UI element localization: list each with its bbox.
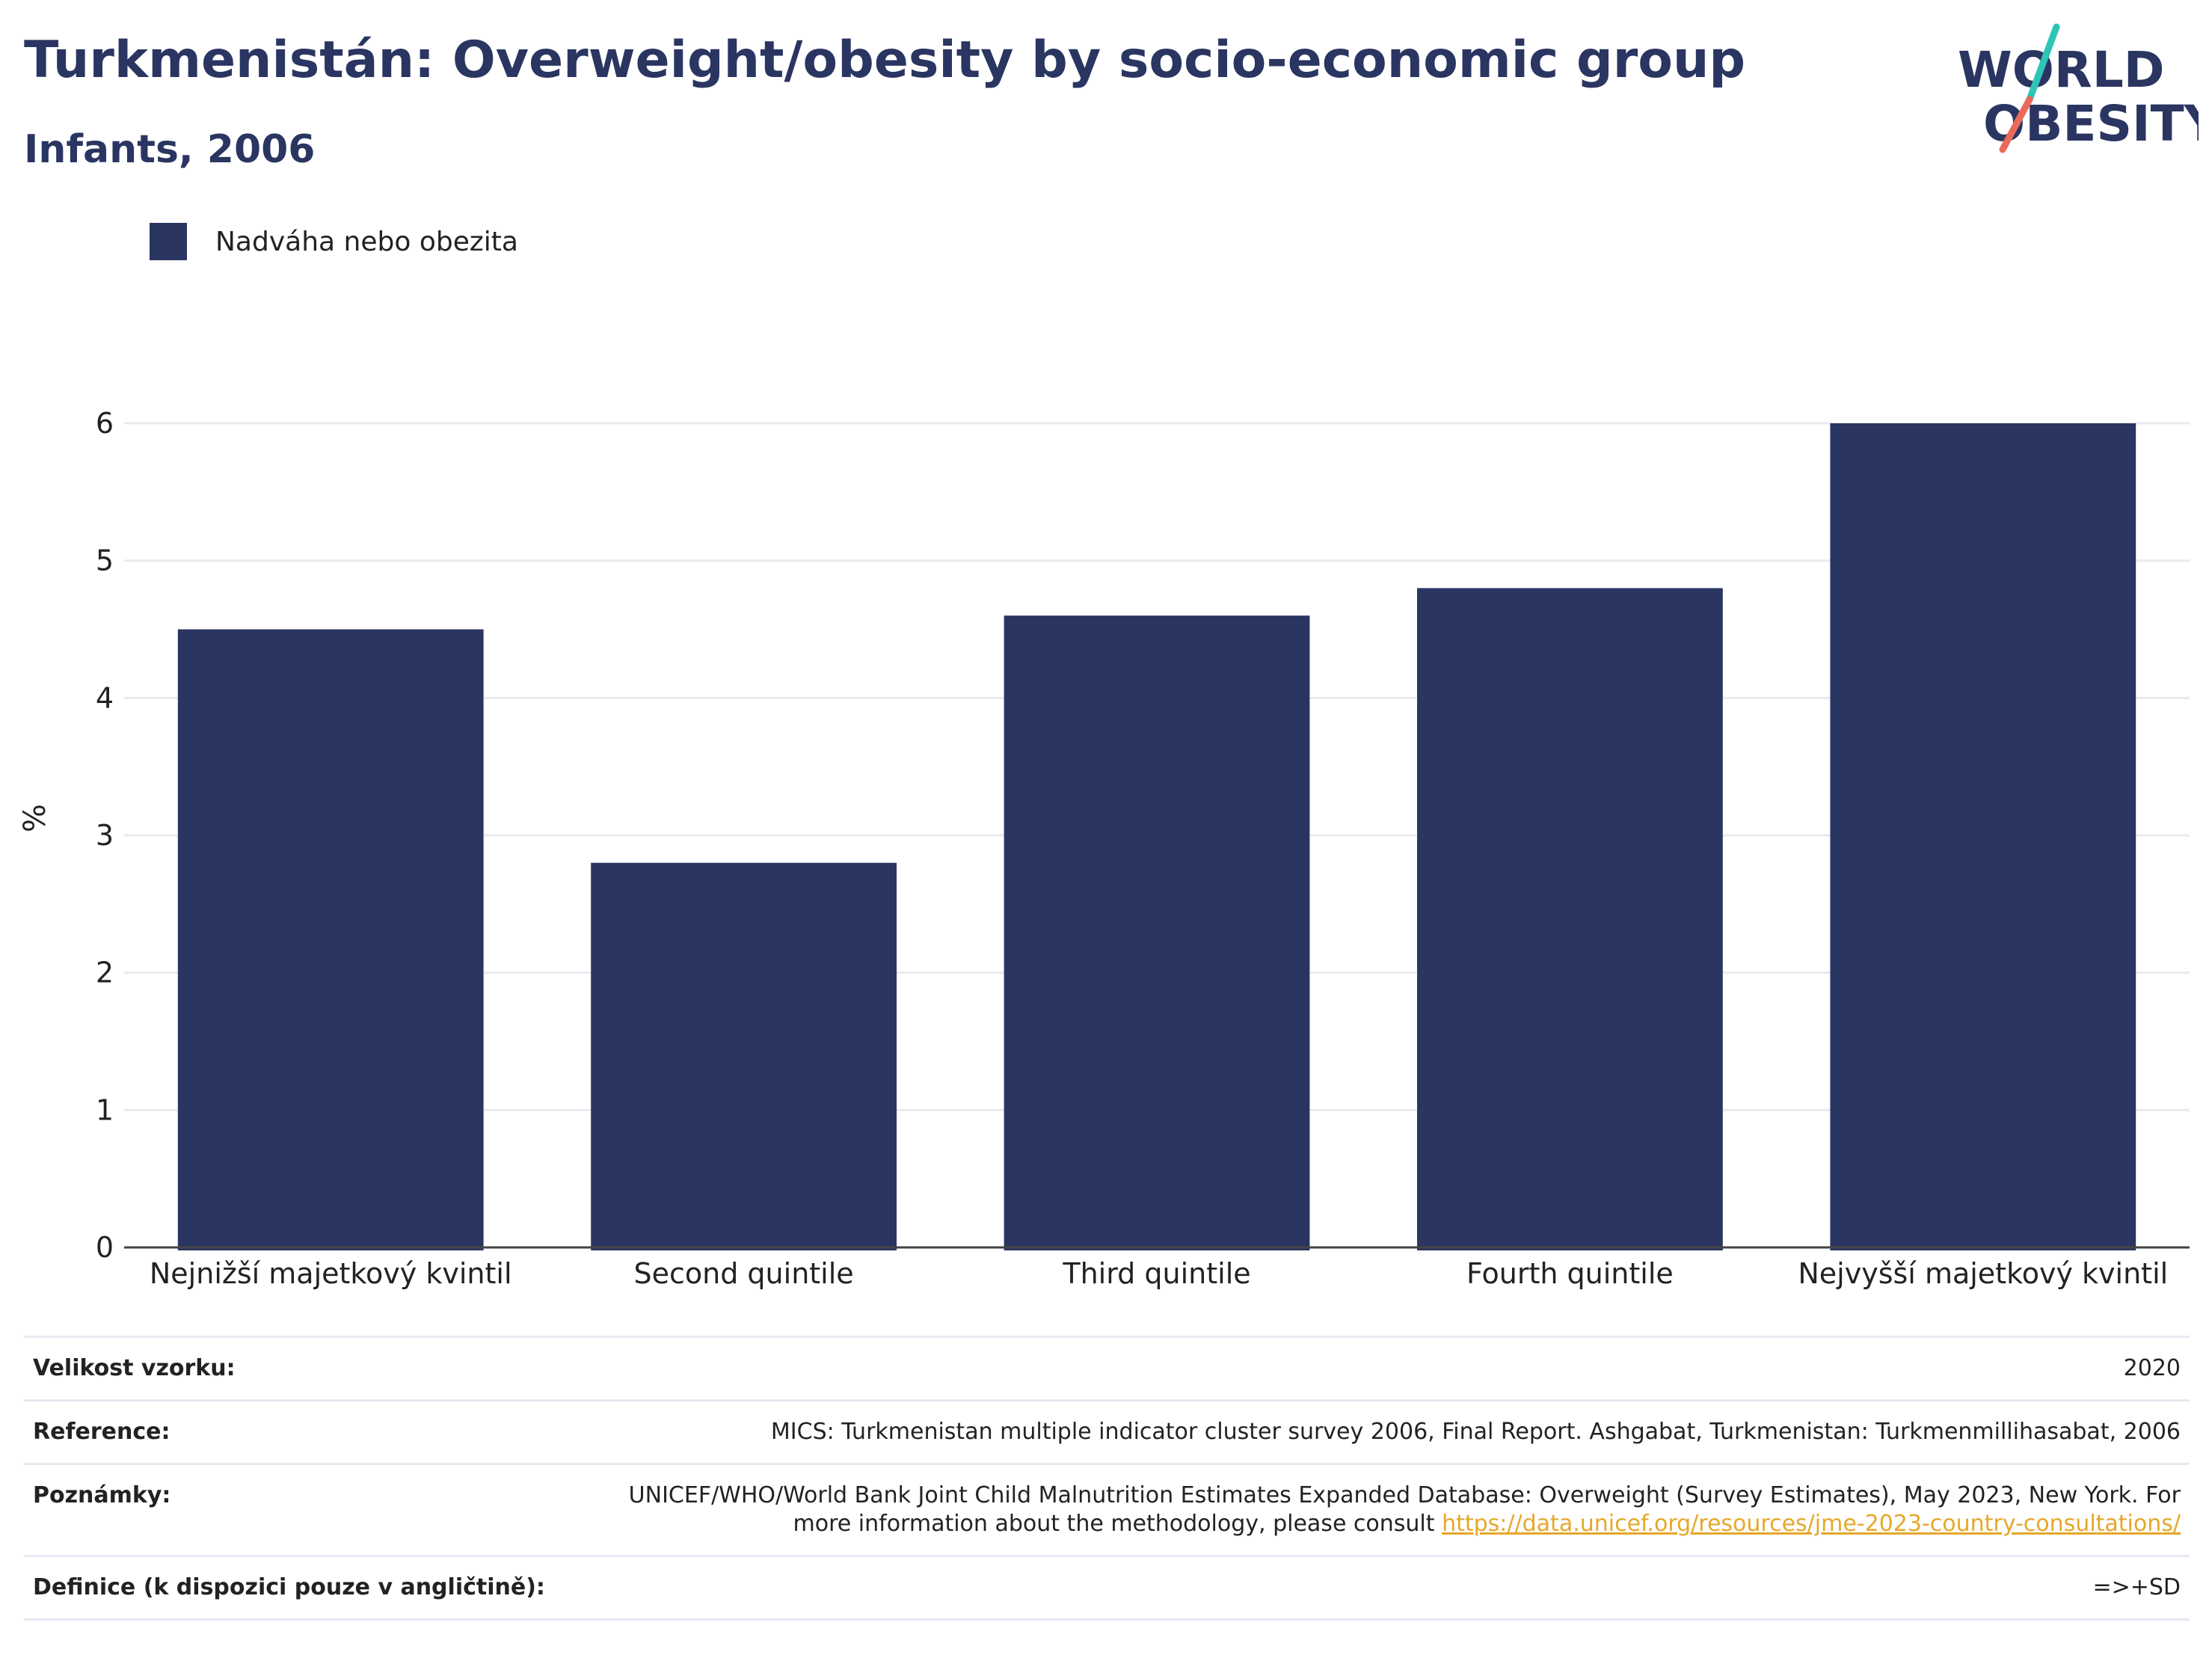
bar	[591, 862, 897, 1250]
y-tick-label: 4	[96, 681, 114, 714]
logo-slash-top	[2026, 23, 2060, 103]
notes-value: UNICEF/WHO/World Bank Joint Child Malnut…	[610, 1463, 2190, 1557]
definition-label: Definice (k dispozici pouze v angličtině…	[24, 1555, 610, 1621]
y-tick-labels: 0 1 2 3 4 5 6	[96, 407, 114, 1264]
y-tick-label: 5	[96, 544, 114, 577]
bar-chart: 0 1 2 3 4 5 6 Nejnižší majetkový kvintil Second…	[18, 407, 2190, 1290]
legend-label: Nadváha nebo obezita	[215, 226, 518, 257]
reference-row: Reference: MICS: Turkmenistan multiple i…	[24, 1399, 2190, 1465]
bar	[1830, 423, 2136, 1250]
definition-row: Definice (k dispozici pouze v angličtině…	[24, 1555, 2190, 1621]
x-tick-label: Third quintile	[1062, 1257, 1250, 1290]
sample-size-value: 2020	[610, 1336, 2190, 1401]
bar	[1004, 615, 1310, 1250]
chart-subtitle: Infants, 2006	[24, 127, 316, 172]
bar	[1417, 588, 1723, 1250]
bar	[177, 629, 484, 1250]
bars	[177, 423, 2136, 1250]
notes-label: Poznámky:	[24, 1463, 610, 1557]
reference-value: MICS: Turkmenistan multiple indicator cl…	[610, 1399, 2190, 1465]
info-table: Velikost vzorku: 2020 Reference: MICS: T…	[24, 1336, 2190, 1621]
sample-size-row: Velikost vzorku: 2020	[24, 1336, 2190, 1401]
y-axis-title: %	[18, 804, 52, 832]
world-obesity-logo: WORLD OBESITY	[1958, 23, 2199, 153]
reference-label: Reference:	[24, 1399, 610, 1465]
methodology-link[interactable]: https://data.unicef.org/resources/jme-20…	[1442, 1511, 2181, 1537]
y-tick-label: 3	[96, 819, 114, 852]
legend-swatch	[150, 223, 187, 260]
notes-text: UNICEF/WHO/World Bank Joint Child Malnut…	[628, 1482, 2181, 1537]
sample-size-label: Velikost vzorku:	[24, 1336, 610, 1401]
definition-value: =>+SD	[610, 1555, 2190, 1621]
x-tick-label: Nejnižší majetkový kvintil	[150, 1257, 512, 1290]
legend: Nadváha nebo obezita	[150, 223, 518, 260]
chart-title: Turkmenistán: Overweight/obesity by soci…	[24, 31, 1746, 90]
x-tick-labels: Nejnižší majetkový kvintil Second quintil…	[150, 1257, 2168, 1290]
y-tick-label: 1	[96, 1093, 114, 1126]
notes-row: Poznámky: UNICEF/WHO/World Bank Joint Ch…	[24, 1463, 2190, 1557]
y-tick-label: 0	[96, 1231, 114, 1264]
logo-line-1: WORLD	[1958, 41, 2165, 99]
x-tick-label: Second quintile	[634, 1257, 854, 1290]
x-tick-label: Nejvyšší majetkový kvintil	[1798, 1257, 2168, 1290]
y-tick-label: 2	[96, 957, 114, 989]
logo-slash-bottom	[1999, 96, 2033, 153]
y-tick-label: 6	[96, 407, 114, 440]
x-tick-label: Fourth quintile	[1466, 1257, 1674, 1290]
